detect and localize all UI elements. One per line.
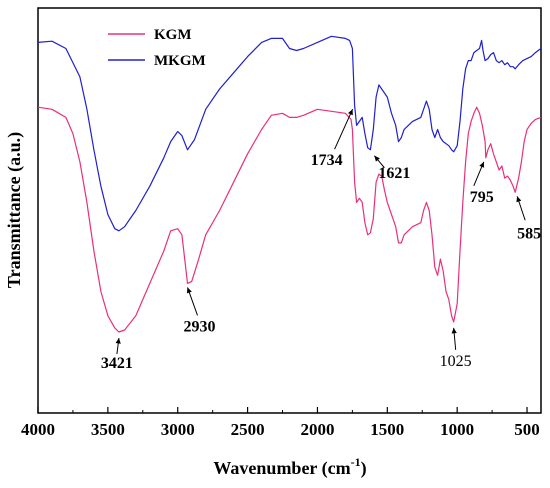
annotation-label-1025: 1025 (440, 353, 472, 370)
x-tick-label: 1000 (440, 420, 474, 439)
plot-frame (37, 7, 542, 414)
series-line-kgm (37, 106, 542, 333)
x-axis-ticks: 4000 3500 3000 2500 2000 1500 1000 500 (21, 407, 540, 439)
x-axis-label-sup: -1 (351, 455, 361, 469)
x-axis-label: Wavenumber (cm-1) (213, 455, 366, 479)
x-tick-label: 500 (514, 420, 540, 439)
x-tick-label: 2000 (300, 420, 334, 439)
annotation-label-585: 585 (517, 225, 541, 242)
annotation-arrow-head (516, 196, 522, 203)
annotation-arrow-head (451, 327, 457, 334)
legend-label-kgm: KGM (154, 27, 192, 43)
series-line-mkgm (37, 35, 542, 232)
annotation-label-3421: 3421 (101, 355, 133, 372)
annotation-label-2930: 2930 (184, 318, 216, 335)
x-tick-label: 2500 (231, 420, 265, 439)
annotations: 3421 2930 1734 1621 1025 795 585 (101, 108, 541, 372)
annotation-label-1734: 1734 (311, 152, 343, 169)
x-tick-label: 4000 (21, 420, 55, 439)
annotation-arrow-head (115, 338, 121, 344)
legend: KGM MKGM (108, 27, 206, 69)
x-tick-label: 3000 (161, 420, 195, 439)
legend-label-mkgm: MKGM (154, 53, 206, 69)
annotation-arrow-head (348, 109, 353, 116)
annotation-arrow-head (374, 155, 380, 162)
series-layer (37, 35, 542, 333)
annotation-label-1621: 1621 (378, 165, 410, 182)
annotation-arrow-head (479, 161, 485, 168)
x-tick-label: 3500 (91, 420, 125, 439)
annotation-arrow-line (334, 108, 354, 150)
x-tick-label: 1500 (370, 420, 404, 439)
x-axis-label-close: ) (361, 458, 367, 479)
y-axis-label: Transmittance (a.u.) (4, 132, 25, 288)
x-axis-label-main: Wavenumber (cm (213, 458, 350, 479)
annotation-label-795: 795 (470, 189, 494, 206)
annotation-arrow-head (186, 287, 192, 294)
